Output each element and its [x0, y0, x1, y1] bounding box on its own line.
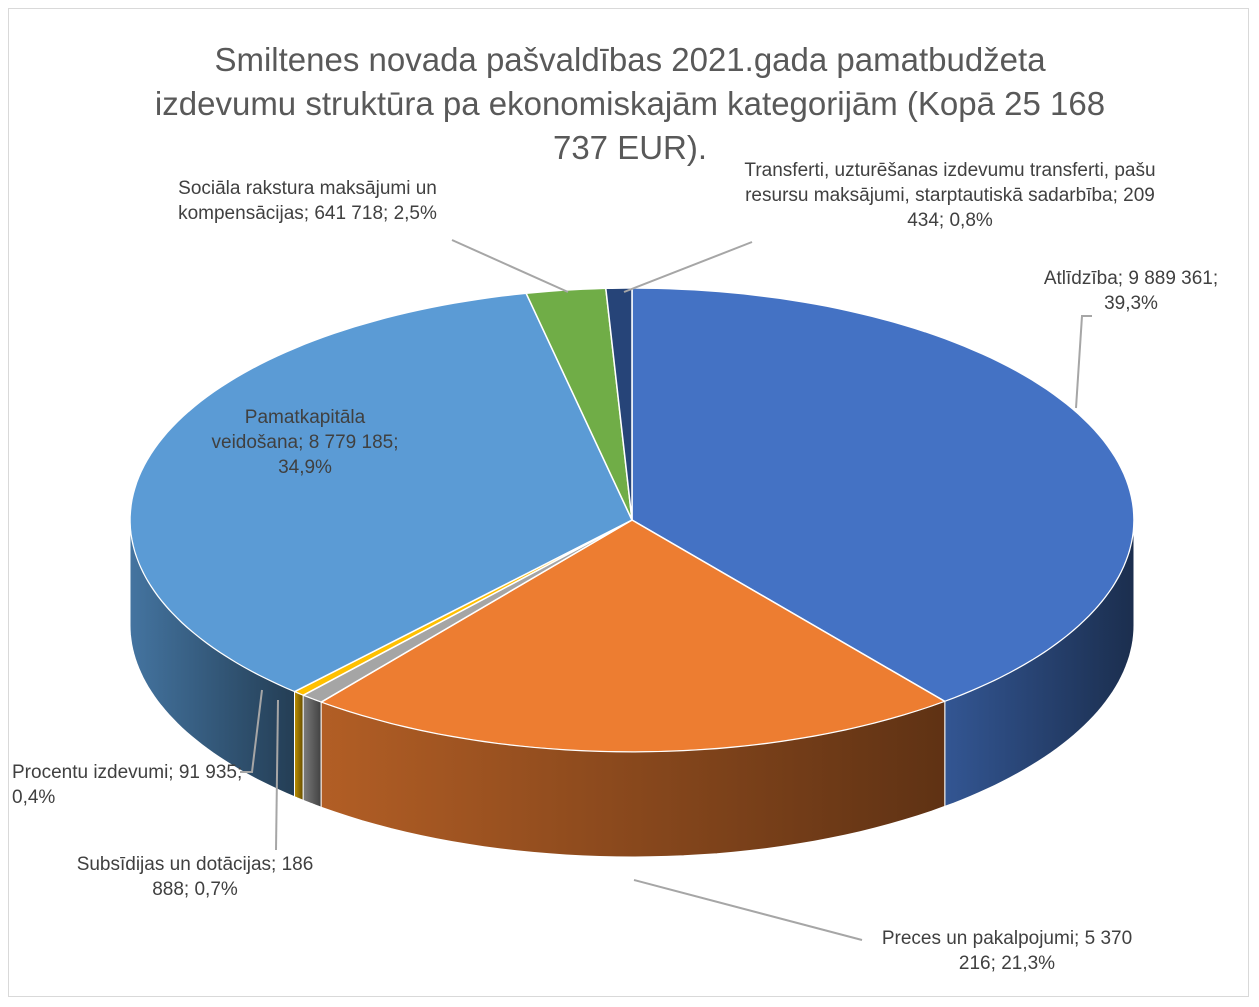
percent-label: 0,7% [194, 879, 238, 900]
category: Preces un pakalpojumi [881, 928, 1075, 949]
percent-label: 2,5% [393, 203, 437, 224]
leader-line [451, 239, 569, 293]
pie-side [294, 690, 304, 802]
leader-lines [240, 239, 1092, 941]
data-label: Transferti, uzturēšanas izdevumu transfe… [744, 160, 1156, 231]
leader-line [633, 879, 863, 941]
pie-side [302, 694, 322, 809]
category: Procentu izdevumi [12, 762, 169, 783]
category: Subsīdijas un dotācijas [76, 854, 272, 875]
data-label: Procentu izdevumi; 91 935; 0,4% [12, 762, 243, 808]
data-label: Pamatkapitāla veidošana; 8 779 185; 34,9… [211, 407, 399, 478]
value-label: 9 889 361 [1128, 268, 1213, 289]
category: Atlīdzība [1043, 268, 1118, 289]
value-label: 209 434 [907, 185, 1155, 231]
data-label: Subsīdijas un dotācijas; 186 888; 0,7% [76, 854, 314, 900]
percent-label: 39,3% [1104, 293, 1158, 314]
value-label: 5 370 216 [958, 928, 1133, 974]
data-label: Preces un pakalpojumi; 5 370 216; 21,3% [881, 928, 1133, 974]
leader-line [275, 699, 279, 851]
data-label: Sociāla rakstura maksājumi un kompensāci… [178, 178, 437, 224]
pie-side [129, 519, 295, 798]
leader-line [240, 689, 263, 773]
percent-label: 0,8% [949, 210, 993, 231]
leader-line [1075, 315, 1092, 409]
value-label: 8 779 185 [308, 432, 394, 453]
pie-sides [129, 519, 1135, 858]
pie-tops [129, 287, 1135, 753]
percent-label: 34,9% [278, 457, 332, 478]
data-label: Atlīdzība; 9 889 361; 39,3% [1043, 268, 1219, 314]
value-label: 641 718 [314, 203, 384, 224]
percent-label: 0,4% [12, 787, 56, 808]
value-label: 91 935 [178, 762, 237, 783]
category: Transferti, uzturēšanas izdevumu transfe… [744, 160, 1156, 206]
category: Pamatkapitāla veidošana [211, 407, 366, 453]
value-label: 186 888 [152, 854, 314, 900]
chart-frame [8, 8, 1249, 997]
percent-label: 21,3% [1001, 953, 1056, 974]
chart-title: Smiltenes novada pašvaldības 2021.gada p… [154, 41, 1106, 166]
category: Sociāla rakstura maksājumi un kompensāci… [178, 178, 437, 224]
leader-line [623, 241, 753, 293]
